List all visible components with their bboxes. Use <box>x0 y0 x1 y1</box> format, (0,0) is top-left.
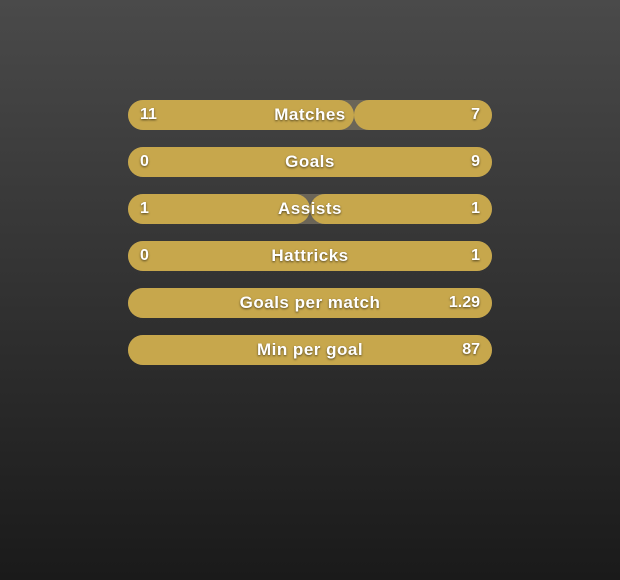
bar-value-left: 0 <box>140 241 149 271</box>
bar-value-right: 7 <box>471 100 480 130</box>
bar-label: Goals per match <box>128 288 492 318</box>
bar-value-left: 0 <box>140 147 149 177</box>
stat-bar: Goals0 9 <box>128 147 492 177</box>
bar-label: Assists <box>128 194 492 224</box>
bar-label: Matches <box>128 100 492 130</box>
bar-value-left: 11 <box>140 100 157 130</box>
bar-value-right: 1 <box>471 194 480 224</box>
stat-bar: Hattricks0 1 <box>128 241 492 271</box>
stat-bar: Matches11 7 <box>128 100 492 130</box>
bar-label: Hattricks <box>128 241 492 271</box>
bar-value-right: 1 <box>471 241 480 271</box>
bar-value-left: 1 <box>140 194 149 224</box>
bar-label: Min per goal <box>128 335 492 365</box>
stat-bar: Min per goal87 <box>128 335 492 365</box>
stat-bar: Goals per match1.29 <box>128 288 492 318</box>
bar-value-right: 9 <box>471 147 480 177</box>
stat-bar: Assists1 1 <box>128 194 492 224</box>
bar-value-right: 1.29 <box>449 288 480 318</box>
bar-label: Goals <box>128 147 492 177</box>
bar-value-right: 87 <box>462 335 480 365</box>
